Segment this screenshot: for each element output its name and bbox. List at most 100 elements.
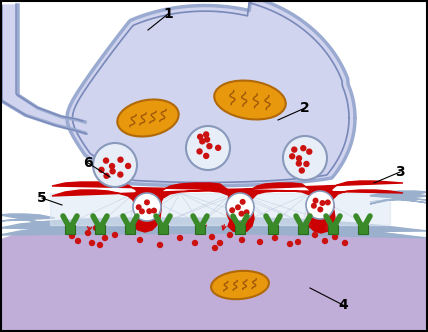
- Ellipse shape: [211, 271, 269, 299]
- Circle shape: [322, 238, 328, 244]
- Circle shape: [272, 235, 278, 241]
- Circle shape: [112, 232, 118, 238]
- Circle shape: [311, 203, 317, 209]
- Bar: [268, 225, 278, 234]
- Circle shape: [317, 207, 323, 212]
- Circle shape: [117, 156, 124, 163]
- Circle shape: [312, 198, 318, 204]
- Text: 2: 2: [300, 101, 310, 115]
- Circle shape: [197, 133, 203, 140]
- Circle shape: [177, 235, 183, 241]
- Circle shape: [98, 167, 105, 173]
- Circle shape: [196, 148, 203, 155]
- Circle shape: [117, 171, 124, 178]
- Circle shape: [93, 143, 137, 187]
- Circle shape: [144, 200, 150, 206]
- Bar: [358, 225, 368, 234]
- Text: 5: 5: [37, 191, 47, 205]
- Circle shape: [257, 239, 263, 245]
- Circle shape: [203, 153, 209, 159]
- Circle shape: [133, 193, 161, 221]
- Circle shape: [244, 209, 250, 215]
- Circle shape: [102, 235, 108, 241]
- Circle shape: [306, 191, 334, 219]
- Bar: [65, 225, 75, 234]
- Polygon shape: [50, 193, 390, 225]
- Circle shape: [103, 157, 109, 164]
- Bar: [235, 225, 245, 234]
- Circle shape: [306, 148, 312, 155]
- Circle shape: [296, 160, 302, 167]
- Circle shape: [303, 161, 309, 167]
- Circle shape: [206, 143, 213, 149]
- Circle shape: [209, 234, 215, 240]
- Circle shape: [287, 241, 293, 247]
- Circle shape: [302, 225, 308, 231]
- Ellipse shape: [117, 100, 178, 136]
- Polygon shape: [67, 0, 355, 186]
- Bar: [195, 225, 205, 234]
- Circle shape: [291, 146, 297, 153]
- Circle shape: [203, 131, 209, 138]
- Circle shape: [75, 238, 81, 244]
- Circle shape: [229, 207, 235, 213]
- Bar: [298, 225, 308, 234]
- Circle shape: [289, 153, 295, 159]
- Circle shape: [146, 208, 152, 214]
- Circle shape: [227, 232, 233, 238]
- Polygon shape: [0, 5, 85, 133]
- Text: 6: 6: [83, 156, 93, 170]
- Circle shape: [319, 200, 325, 206]
- Circle shape: [212, 245, 218, 251]
- Text: 3: 3: [395, 165, 405, 179]
- Circle shape: [300, 145, 306, 151]
- Circle shape: [151, 208, 157, 213]
- Circle shape: [342, 240, 348, 246]
- Circle shape: [215, 145, 221, 151]
- Circle shape: [139, 208, 145, 214]
- Circle shape: [109, 163, 115, 169]
- Circle shape: [296, 155, 302, 161]
- Circle shape: [186, 126, 230, 170]
- Bar: [95, 225, 105, 234]
- Polygon shape: [0, 225, 428, 332]
- Polygon shape: [52, 181, 403, 233]
- Circle shape: [85, 230, 91, 236]
- Circle shape: [137, 237, 143, 243]
- Circle shape: [157, 242, 163, 248]
- Circle shape: [325, 200, 331, 206]
- Circle shape: [226, 193, 254, 221]
- Circle shape: [240, 199, 246, 205]
- Circle shape: [295, 239, 301, 245]
- Circle shape: [136, 204, 142, 210]
- Circle shape: [239, 237, 245, 243]
- Polygon shape: [370, 193, 428, 203]
- Circle shape: [125, 163, 131, 169]
- Text: 4: 4: [338, 298, 348, 312]
- Circle shape: [217, 240, 223, 246]
- Circle shape: [93, 225, 99, 231]
- Polygon shape: [0, 214, 55, 225]
- Circle shape: [204, 136, 210, 143]
- Polygon shape: [370, 191, 428, 204]
- Circle shape: [299, 167, 305, 174]
- Bar: [328, 225, 338, 234]
- Circle shape: [199, 138, 205, 144]
- Circle shape: [97, 242, 103, 248]
- Circle shape: [110, 168, 116, 175]
- Bar: [158, 225, 168, 234]
- Polygon shape: [0, 218, 428, 238]
- Circle shape: [332, 234, 338, 240]
- Circle shape: [192, 240, 198, 246]
- Circle shape: [235, 204, 241, 210]
- Circle shape: [89, 240, 95, 246]
- Ellipse shape: [214, 81, 286, 120]
- Bar: [125, 225, 135, 234]
- Circle shape: [283, 136, 327, 180]
- Circle shape: [103, 173, 110, 179]
- Circle shape: [238, 211, 244, 217]
- Circle shape: [312, 232, 318, 238]
- Text: 1: 1: [163, 7, 173, 21]
- Circle shape: [197, 227, 203, 233]
- Circle shape: [69, 233, 75, 239]
